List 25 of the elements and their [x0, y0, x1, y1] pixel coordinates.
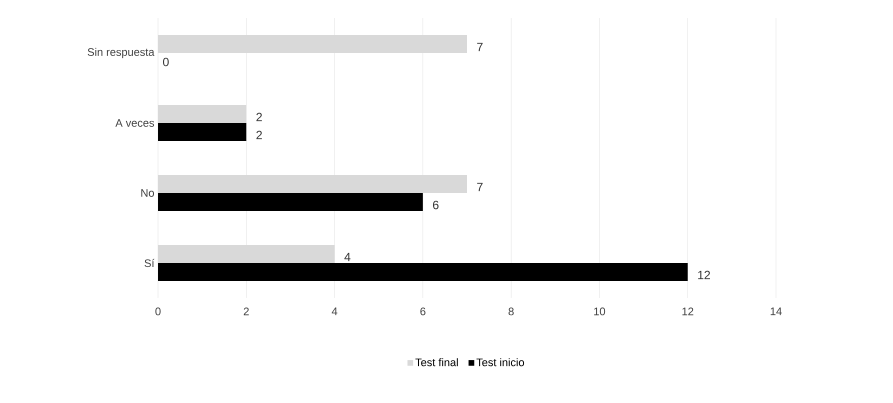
x-tick-label: 0: [155, 308, 161, 316]
x-tick-label: 8: [508, 308, 514, 316]
y-tick-label: Sin respuesta: [88, 48, 154, 58]
data-label: 12: [698, 270, 710, 280]
bar: [158, 262, 688, 281]
data-label: 6: [433, 200, 439, 210]
x-tick-label: 4: [332, 308, 338, 316]
x-tick-label: 2: [244, 308, 249, 316]
y-tick-label: No: [141, 189, 154, 197]
data-label: 4: [344, 252, 350, 262]
data-label: 2: [256, 130, 262, 140]
y-tick-label: Sí: [144, 258, 154, 268]
bar: [158, 122, 246, 141]
y-tick-label: A veces: [115, 119, 154, 127]
x-tick-label: 10: [594, 308, 606, 316]
bar: [158, 192, 423, 211]
x-tick-label: 14: [770, 308, 782, 316]
data-label: 7: [477, 42, 483, 52]
legend-label: Test inicio: [476, 358, 524, 366]
data-label: 7: [477, 182, 483, 192]
x-tick-label: 6: [420, 308, 426, 316]
legend-label: Test final: [415, 358, 458, 366]
data-label: 2: [256, 112, 262, 122]
data-label: 0: [163, 58, 169, 66]
x-tick-label: 12: [682, 308, 694, 316]
